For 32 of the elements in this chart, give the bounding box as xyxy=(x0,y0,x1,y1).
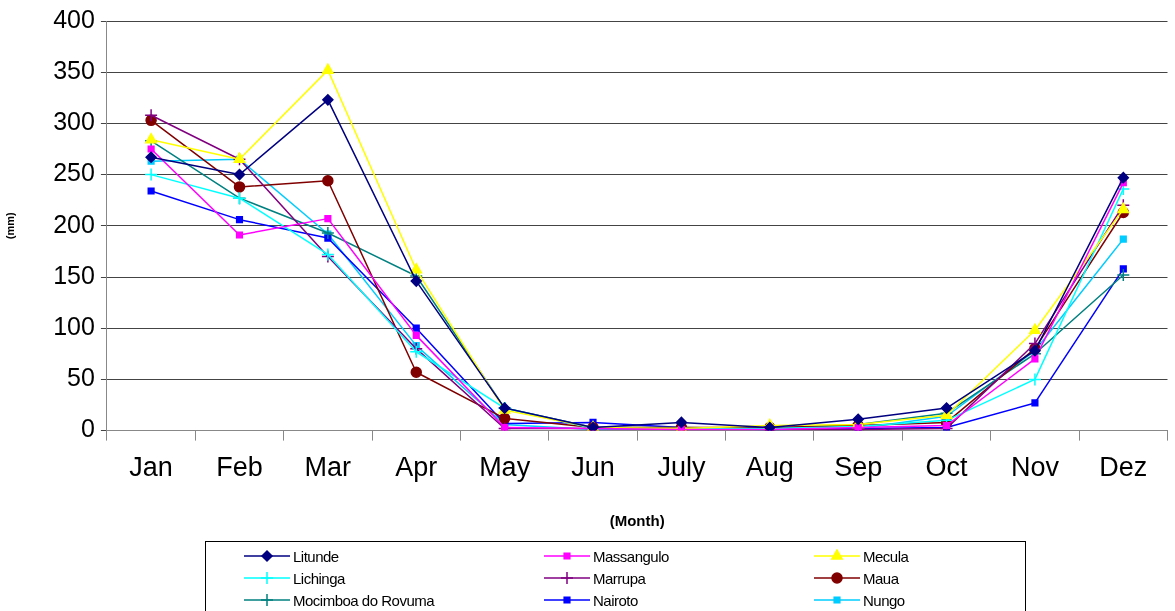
legend-label: Nungo xyxy=(863,591,905,609)
y-tick-label: 0 xyxy=(81,414,95,443)
y-tick-label: 100 xyxy=(53,312,95,341)
x-tick-label: Apr xyxy=(395,452,438,483)
y-tick-label: 50 xyxy=(67,363,95,392)
x-tick-label: Jan xyxy=(129,452,173,483)
y-tick-label: 350 xyxy=(53,56,95,85)
legend-label: Lichinga xyxy=(293,569,345,587)
legend-label: Nairoto xyxy=(593,591,638,609)
x-tick-label: Dez xyxy=(1099,452,1148,483)
y-axis-title: (mm) xyxy=(3,212,16,240)
y-tick-label: 300 xyxy=(53,107,95,136)
legend-label: Maua xyxy=(863,569,899,587)
x-tick-label: Aug xyxy=(745,452,794,483)
legend-label: Mecula xyxy=(863,547,909,565)
x-tick-label: May xyxy=(479,452,531,483)
y-tick-label: 200 xyxy=(53,209,95,238)
y-tick-label: 250 xyxy=(53,158,95,187)
x-tick-label: Sep xyxy=(834,452,883,483)
x-axis-title: (Month) xyxy=(609,512,665,530)
x-tick-label: Nov xyxy=(1010,452,1060,483)
x-tick-label: Oct xyxy=(925,452,969,483)
legend-label: Mocimboa do Rovuma xyxy=(293,591,435,609)
legend-label: Marrupa xyxy=(593,569,646,587)
x-tick-label: July xyxy=(657,452,706,483)
legend-label: Massangulo xyxy=(593,547,669,565)
x-tick-label: Mar xyxy=(304,452,352,483)
y-tick-label: 400 xyxy=(53,4,95,33)
legend-label: Litunde xyxy=(293,547,339,565)
x-tick-label: Jun xyxy=(571,452,615,483)
y-tick-label: 150 xyxy=(53,260,95,289)
x-tick-label: Feb xyxy=(216,452,263,483)
